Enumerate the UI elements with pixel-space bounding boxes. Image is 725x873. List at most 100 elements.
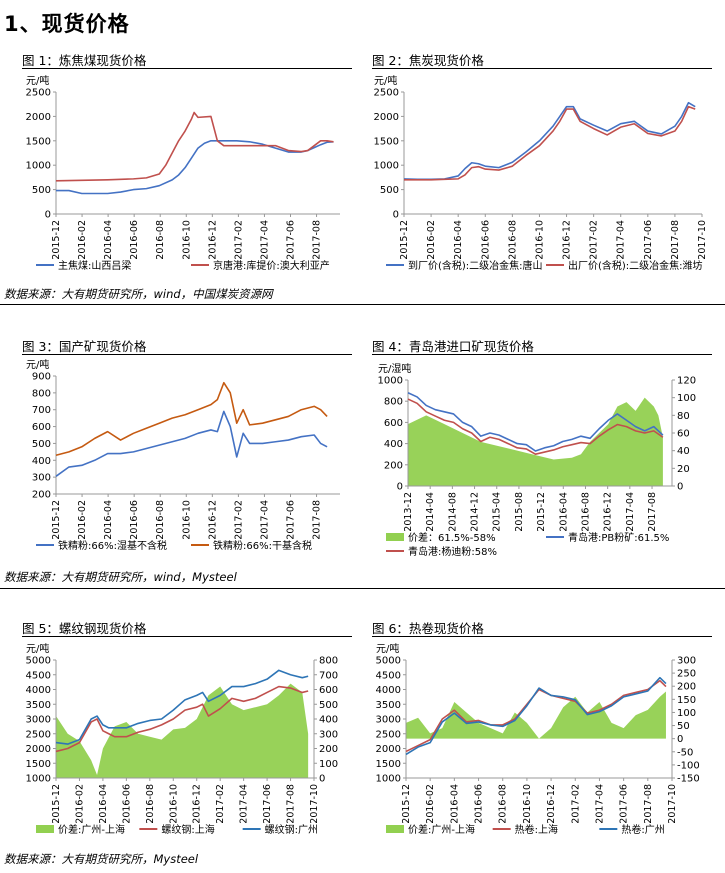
y2-tick-label: 400 — [319, 715, 338, 726]
y-tick-label: 700 — [32, 405, 51, 416]
x-tick-label: 2016-04 — [103, 220, 114, 260]
line-series-1 — [55, 685, 309, 753]
legend-label: 价差:广州-上海 — [58, 823, 125, 836]
y-tick-label: 0 — [397, 482, 403, 493]
axis-unit-label: 元/湿吨 — [378, 362, 411, 375]
y-tick-label: 0 — [45, 210, 51, 221]
area-series-0 — [406, 691, 666, 739]
x-tick-label: 2015-12 — [401, 784, 412, 824]
x-tick-label: 2017-10 — [697, 220, 708, 260]
x-tick-label: 2017-06 — [619, 784, 630, 824]
line-series-1 — [55, 111, 334, 182]
x-tick-label: 2016-04 — [449, 784, 460, 824]
title-rule — [372, 68, 712, 69]
y-tick-label: 400 — [32, 456, 51, 467]
x-tick-label: 2016-02 — [426, 220, 437, 260]
data-source-2: 数据来源：大有期货研究所，wind，Mysteel — [4, 570, 237, 584]
y-tick-label: 3500 — [26, 700, 51, 711]
area-series-0 — [408, 397, 663, 486]
y2-tick-label: 600 — [319, 685, 338, 696]
legend-swatch — [36, 825, 54, 833]
line-series-2 — [55, 669, 309, 745]
x-tick-label: 2017-04 — [594, 784, 605, 824]
chart-fig1: 元/吨 0 500 1000 1500 2000 2500 2015-12 2016-02 201… — [26, 74, 340, 272]
x-tick-label: 2015-12 — [51, 784, 62, 824]
title-rule — [22, 354, 352, 355]
chart-panel-fig4: 图 4：青岛港进口矿现货价格 元/湿吨 0 200 400 600 800 1000 0 20 4… — [372, 336, 712, 568]
y-tick-label: 1500 — [26, 136, 51, 147]
y-tick-label: 0 — [393, 210, 399, 221]
legend-swatch — [386, 533, 404, 541]
legend-label: 主焦煤:山西吕梁 — [58, 259, 131, 272]
y-tick-label: 500 — [32, 185, 51, 196]
y2-tick-label: 120 — [677, 376, 696, 387]
line-series-0 — [403, 101, 696, 181]
y-tick-label: 2000 — [26, 744, 51, 755]
x-tick-label: 2017-08 — [647, 492, 658, 532]
x-tick-label: 2016-02 — [77, 500, 88, 540]
section-divider — [0, 588, 725, 589]
x-tick-label: 2016-04 — [558, 492, 569, 532]
axis-unit-label: 元/吨 — [376, 642, 399, 655]
y2-tick-label: 150 — [677, 695, 696, 706]
y-tick-label: 1000 — [378, 376, 403, 387]
y-tick-label: 2500 — [26, 729, 51, 740]
chart-fig3: 元/吨 200 300 400 500 600 700 800 900 2015-12 2016-0… — [26, 358, 340, 552]
x-tick-label: 2016-10 — [522, 784, 533, 824]
y2-tick-label: -100 — [677, 760, 700, 771]
legend-label: 价差:广州-上海 — [408, 823, 475, 836]
y2-tick-label: 0 — [319, 774, 325, 785]
y-tick-label: 500 — [380, 185, 399, 196]
y-tick-label: 4500 — [26, 670, 51, 681]
x-tick-label: 2017-06 — [262, 784, 273, 824]
x-tick-label: 2016-12 — [192, 784, 203, 824]
x-tick-label: 2016-04 — [453, 220, 464, 260]
y2-tick-label: 800 — [319, 656, 338, 667]
y-tick-label: 900 — [32, 372, 51, 383]
y-tick-label: 2000 — [376, 744, 401, 755]
x-tick-label: 2016-04 — [103, 500, 114, 540]
x-tick-label: 2017-06 — [643, 220, 654, 260]
title-rule — [372, 354, 712, 355]
chart-fig6: 元/吨100015002000250030003500400045005000-… — [376, 642, 700, 836]
page-heading: 1、现货价格 — [4, 12, 130, 36]
y-tick-label: 5000 — [26, 656, 51, 667]
y2-tick-label: 250 — [677, 669, 696, 680]
x-tick-label: 2016-06 — [129, 220, 140, 260]
axis-unit-label: 元/吨 — [26, 74, 49, 87]
axis-unit-label: 元/吨 — [374, 74, 397, 87]
y2-tick-label: 60 — [677, 429, 690, 440]
legend-label: 铁精粉:66%:干基含税 — [213, 539, 312, 552]
x-tick-label: 2017-04 — [259, 220, 270, 260]
x-tick-label: 2017-02 — [589, 220, 600, 260]
x-tick-label: 2016-06 — [129, 500, 140, 540]
y-tick-label: 3000 — [376, 715, 401, 726]
legend-label: 价差：61.5%-58% — [408, 531, 496, 544]
x-tick-label: 2016-12 — [562, 220, 573, 260]
legend-swatch — [386, 825, 404, 833]
chart-fig2: 元/吨 0 500 1000 1500 2000 2500 2015-12 2016-02 201… — [374, 74, 708, 272]
chart-panel-fig3: 图 3：国产矿现货价格 元/吨 200 300 400 500 600 700 800 900 2… — [22, 336, 352, 568]
y-tick-label: 800 — [384, 397, 403, 408]
x-tick-label: 2015-04 — [492, 492, 503, 532]
y-tick-label: 600 — [32, 422, 51, 433]
line-series-0 — [55, 410, 328, 477]
x-tick-label: 2016-08 — [145, 784, 156, 824]
line-series-2 — [407, 398, 664, 455]
y2-tick-label: -150 — [677, 774, 700, 785]
x-tick-label: 2017-02 — [233, 220, 244, 260]
x-tick-label: 2014-12 — [470, 492, 481, 532]
x-tick-label: 2016-06 — [480, 220, 491, 260]
axis-unit-label: 元/吨 — [26, 642, 49, 655]
y2-tick-label: 0 — [677, 734, 683, 745]
x-tick-label: 2016-02 — [425, 784, 436, 824]
x-tick-label: 2017-02 — [215, 784, 226, 824]
x-tick-label: 2017-04 — [616, 220, 627, 260]
title-rule — [22, 68, 352, 69]
section-divider — [0, 304, 725, 305]
line-series-1 — [407, 391, 664, 452]
line-series-2 — [405, 676, 667, 756]
line-series-1 — [55, 381, 328, 457]
y-tick-label: 500 — [32, 439, 51, 450]
y2-tick-label: 80 — [677, 411, 690, 422]
